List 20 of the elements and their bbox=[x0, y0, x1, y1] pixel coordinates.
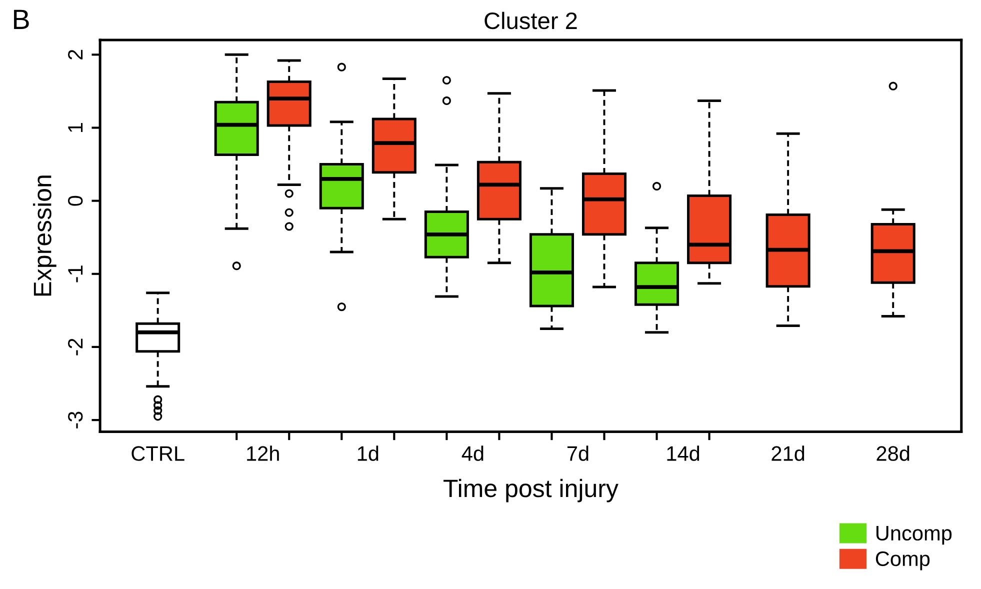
y-tick-label: 2 bbox=[68, 50, 83, 60]
legend-label: Comp bbox=[876, 551, 930, 570]
x-tick-label: 7d bbox=[567, 446, 588, 461]
x-tick-label: CTRL bbox=[132, 446, 184, 461]
y-tick-label: 1 bbox=[68, 122, 83, 132]
legend-label: Uncomp bbox=[876, 526, 952, 545]
text: B bbox=[14, 10, 29, 29]
y-tick-label: -3 bbox=[68, 412, 83, 428]
x-tick-label: 12h bbox=[247, 446, 279, 461]
x-tick-label: 21d bbox=[772, 446, 804, 461]
chart-title: Cluster 2 bbox=[484, 12, 577, 30]
y-tick-label: -2 bbox=[68, 338, 83, 356]
x-tick-label: 14d bbox=[667, 446, 700, 461]
x-tick-label: 4d bbox=[462, 446, 484, 461]
x-axis-title: Time post injury bbox=[444, 478, 618, 502]
y-axis-title: Expression bbox=[33, 176, 56, 296]
y-tick-label: -1 bbox=[68, 266, 83, 282]
y-tick-label: 0 bbox=[68, 196, 83, 206]
x-tick-label: 1d bbox=[358, 446, 378, 461]
x-tick-label: 28d bbox=[876, 446, 910, 461]
